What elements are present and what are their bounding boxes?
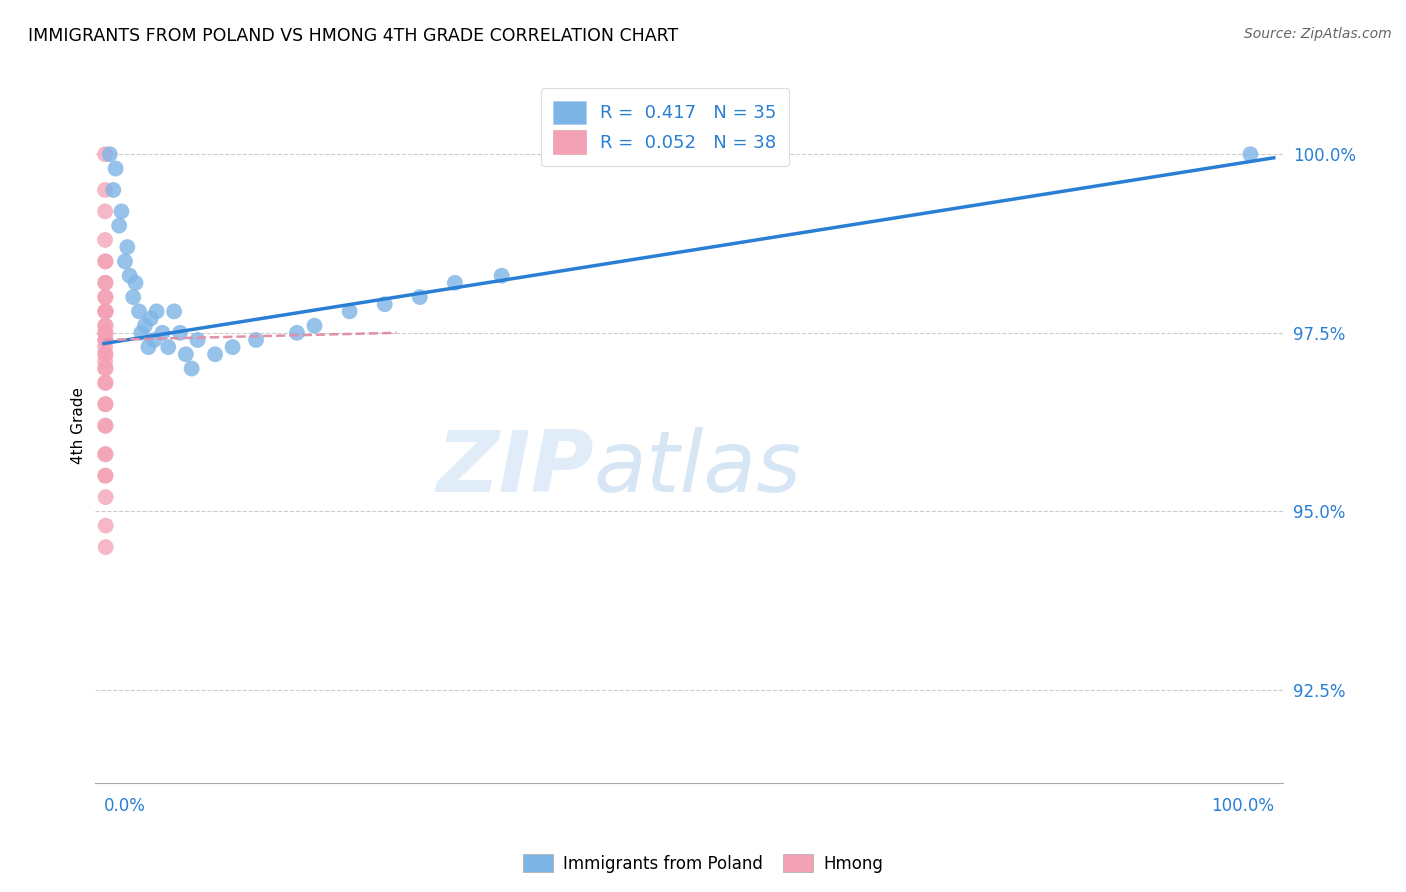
Point [94,418,117,433]
Point [138,340,160,354]
Point [204,347,226,361]
Point [152,326,174,340]
Point [94,468,117,483]
Point [94,326,117,340]
Point [374,297,396,311]
Point [221,340,243,354]
Point [94,254,117,268]
Point [139,311,162,326]
Point [285,326,308,340]
Point [94,490,117,504]
Point [94,276,117,290]
Point [409,290,432,304]
Point [94,326,117,340]
Point [94,276,117,290]
Point [245,333,267,347]
Point [94,468,117,483]
Point [94,318,117,333]
Point [94,340,117,354]
Point [94,376,117,390]
Point [94,418,117,433]
Point [94,376,117,390]
Point [304,318,326,333]
Text: IMMIGRANTS FROM POLAND VS HMONG 4TH GRADE CORRELATION CHART: IMMIGRANTS FROM POLAND VS HMONG 4TH GRAD… [28,27,678,45]
Point [94,304,117,318]
Y-axis label: 4th Grade: 4th Grade [72,387,86,464]
Point [128,304,150,318]
Point [94,290,117,304]
Text: Source: ZipAtlas.com: Source: ZipAtlas.com [1244,27,1392,41]
Point [94,304,117,318]
Point [131,326,153,340]
Text: atlas: atlas [593,427,801,510]
Point [122,290,145,304]
Point [491,268,513,283]
Point [94,361,117,376]
Point [94,347,117,361]
Point [134,318,156,333]
Point [114,254,136,268]
Point [94,397,117,411]
Point [94,304,117,318]
Point [186,333,208,347]
Point [143,333,166,347]
Legend: R =  0.417   N = 35, R =  0.052   N = 38: R = 0.417 N = 35, R = 0.052 N = 38 [541,88,789,166]
Text: 100.0%: 100.0% [1211,797,1274,815]
Point [94,204,117,219]
Point [94,318,117,333]
Point [94,354,117,368]
Point [110,204,132,219]
Point [444,276,467,290]
Text: ZIP: ZIP [436,427,593,510]
Point [94,361,117,376]
Point [169,326,191,340]
Point [94,540,117,554]
Point [94,333,117,347]
Point [94,397,117,411]
Point [94,147,117,161]
Point [94,254,117,268]
Point [94,347,117,361]
Point [118,268,141,283]
Point [180,361,202,376]
Point [124,276,146,290]
Point [117,240,139,254]
Text: 0.0%: 0.0% [104,797,146,815]
Point [94,290,117,304]
Legend: Immigrants from Poland, Hmong: Immigrants from Poland, Hmong [516,847,890,880]
Point [94,518,117,533]
Point [94,447,117,461]
Point [94,183,117,197]
Point [103,183,125,197]
Point [1239,147,1261,161]
Point [163,304,186,318]
Point [94,333,117,347]
Point [94,233,117,247]
Point [157,340,180,354]
Point [94,447,117,461]
Point [174,347,197,361]
Point [339,304,361,318]
Point [108,219,131,233]
Point [145,304,167,318]
Point [98,147,121,161]
Point [104,161,127,176]
